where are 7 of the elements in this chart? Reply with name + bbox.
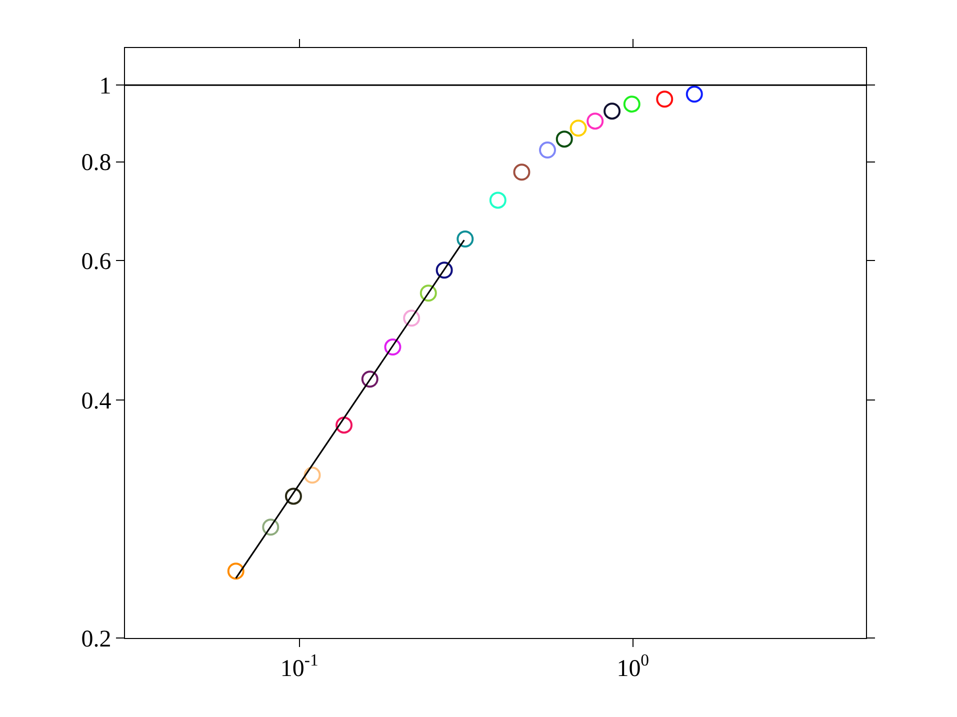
x-tick-label: 10$^{0}$ xyxy=(616,650,650,682)
y-tick-label: 0.6 xyxy=(81,248,112,275)
y-tick-label: 0.2 xyxy=(81,626,112,652)
x-tick-label: 10$^{-1}$ xyxy=(280,650,318,682)
y-tick-label: 0.4 xyxy=(81,388,112,414)
y-tick-label: 1 xyxy=(99,73,112,100)
y-tick-label: 0.8 xyxy=(81,150,112,176)
